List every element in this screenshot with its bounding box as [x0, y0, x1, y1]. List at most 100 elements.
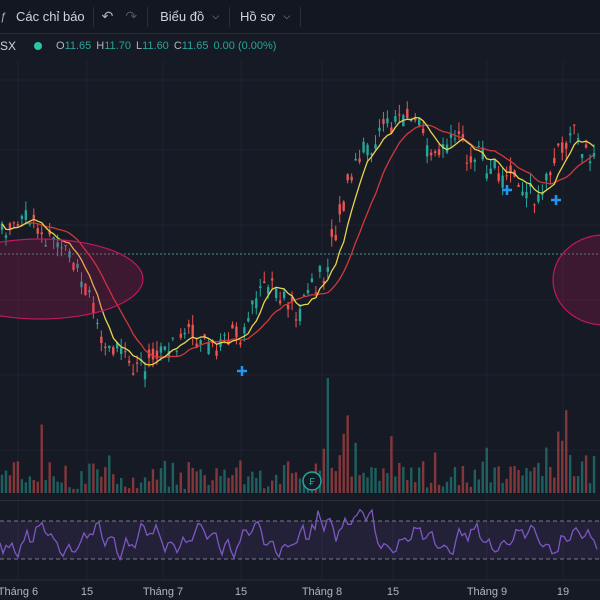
volume-bar: [139, 482, 143, 493]
volume-bar: [263, 488, 266, 493]
candle-body: [406, 108, 409, 119]
volume-bar: [44, 479, 47, 493]
cross-marker: [237, 366, 247, 376]
candle-body: [243, 327, 246, 334]
candle-body: [12, 222, 16, 224]
volume-bar: [163, 460, 167, 493]
candle-body: [410, 120, 413, 122]
candle-body: [302, 295, 306, 297]
candle-body: [584, 144, 588, 148]
candle-body: [80, 281, 83, 288]
candle-body: [88, 290, 91, 293]
volume-bar: [72, 488, 75, 493]
candle-body: [445, 144, 449, 153]
volume-bar: [580, 461, 584, 493]
volume-bar: [537, 462, 540, 493]
market-status-dot: [34, 42, 43, 50]
candle-body: [76, 263, 79, 268]
candle-body: [489, 168, 492, 174]
candle-body: [394, 116, 397, 122]
volume-bar: [104, 467, 107, 493]
volume-bar: [521, 475, 524, 493]
volume-bar: [167, 486, 171, 493]
volume-bar: [175, 484, 179, 493]
candle-body: [187, 324, 190, 328]
volume-bar: [330, 467, 333, 493]
highlight-ellipse[interactable]: [0, 238, 144, 320]
candle-body: [255, 298, 258, 309]
candle-body: [453, 138, 457, 140]
volume-bar: [565, 410, 568, 493]
volume-bar: [302, 484, 306, 493]
candle-body: [278, 300, 282, 304]
candle-body: [346, 174, 349, 181]
candle-body: [553, 157, 556, 164]
volume-bar: [191, 467, 194, 493]
undo-icon[interactable]: ↶: [101, 8, 114, 24]
svg-text:₣: ₣: [309, 477, 315, 488]
volume-bar: [406, 480, 409, 493]
volume-bar: [553, 477, 556, 493]
volume-bar: [505, 478, 508, 493]
candle-body: [123, 351, 127, 353]
candle-body: [116, 342, 119, 349]
chart-grid: [0, 60, 600, 580]
volume-bar: [274, 474, 278, 493]
symbol-label[interactable]: SX: [0, 39, 17, 53]
indicators-button[interactable]: Các chỉ báo: [16, 9, 85, 24]
candle-body: [549, 172, 552, 176]
volume-bar: [56, 481, 59, 493]
candle-body: [16, 224, 20, 226]
chart-type-button[interactable]: Biểu đồ ⌵: [160, 0, 219, 33]
candle-body: [481, 147, 484, 160]
time-axis-label: Tháng 6: [0, 586, 38, 598]
candle-body: [131, 373, 135, 375]
candle-body: [239, 342, 242, 345]
candle-body: [24, 210, 28, 220]
fx-icon[interactable]: ƒ: [0, 10, 7, 23]
volume-bar: [247, 476, 250, 493]
candle-body: [274, 288, 278, 298]
volume-bar: [354, 442, 357, 493]
candle-body: [402, 115, 405, 127]
volume-bar: [131, 477, 135, 493]
volume-bar: [251, 471, 254, 493]
candle-body: [167, 351, 171, 358]
candle-body: [382, 119, 385, 124]
candle-body: [0, 223, 4, 230]
chevron-down-icon: ⌵: [283, 11, 291, 21]
volume-bar: [481, 461, 484, 493]
volume-bar: [425, 487, 429, 493]
chevron-down-icon: ⌵: [212, 11, 220, 21]
candle-body: [425, 145, 429, 157]
volume-bar: [282, 465, 286, 493]
highlight-ellipse[interactable]: [552, 234, 600, 326]
candle-body: [72, 263, 75, 271]
volume-bar: [493, 467, 496, 493]
candle-body: [139, 359, 143, 361]
candle-body: [147, 349, 151, 358]
candle-body: [163, 346, 167, 350]
volume-bar: [215, 468, 218, 493]
candle-body: [545, 173, 548, 181]
volume-bar: [473, 469, 477, 493]
volume-bar: [255, 477, 258, 493]
profile-button[interactable]: Hồ sơ ⌵: [240, 0, 290, 33]
volume-bar: [350, 476, 353, 493]
volume-bar: [338, 455, 341, 493]
candle-body: [322, 280, 326, 284]
volume-bar: [28, 476, 32, 493]
volume-bar: [390, 436, 393, 493]
volume-bar: [151, 469, 155, 493]
event-marker-icon[interactable]: ₣: [302, 471, 322, 491]
volume-bar: [453, 466, 457, 493]
cross-marker: [551, 195, 561, 205]
volume-bar: [322, 448, 326, 493]
volume-bar: [116, 483, 119, 493]
time-axis[interactable]: [0, 580, 600, 600]
volume-bar: [457, 485, 461, 493]
volume-bar: [92, 463, 95, 493]
candle-body: [362, 141, 365, 153]
open-value: 11.65: [64, 40, 92, 52]
